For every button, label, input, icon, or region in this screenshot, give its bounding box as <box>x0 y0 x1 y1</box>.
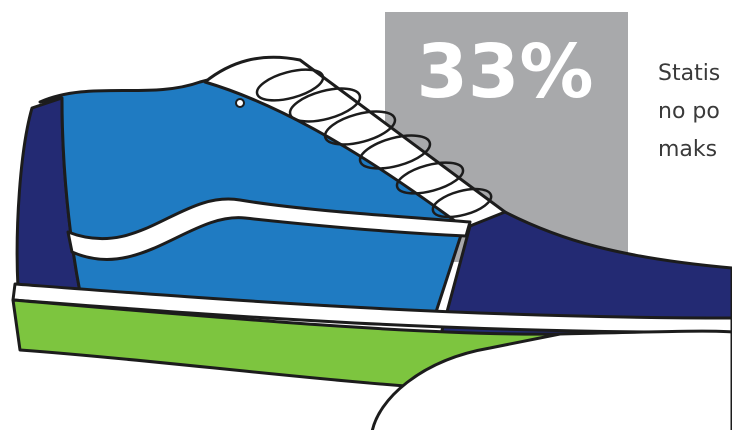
shoe-midsole <box>11 282 732 334</box>
text-line: no po <box>658 99 720 124</box>
shoe <box>11 55 732 430</box>
text-line: maks <box>658 137 717 162</box>
stat-value: 33% <box>416 29 593 115</box>
shoe-laces <box>255 68 493 219</box>
shoe-toe-cap <box>370 329 732 430</box>
eyelet <box>235 98 245 108</box>
text-line: Statis <box>658 61 720 86</box>
